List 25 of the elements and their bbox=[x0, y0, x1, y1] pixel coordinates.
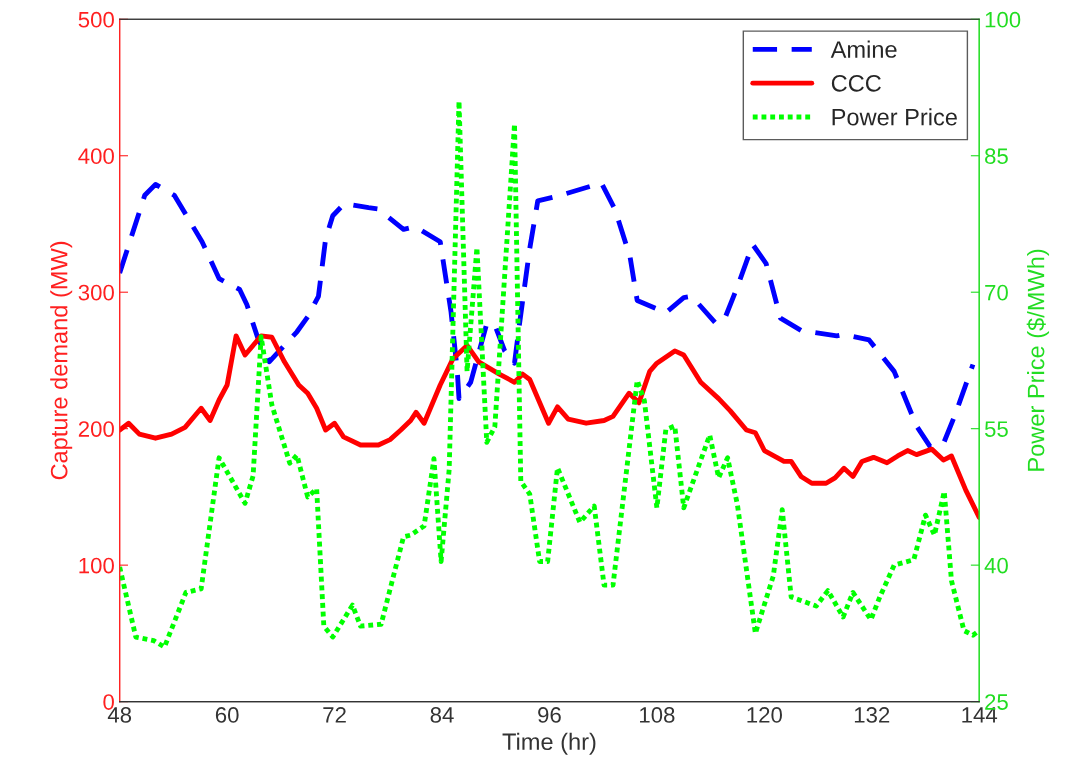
line-series bbox=[119, 180, 976, 449]
x-tick-label: 120 bbox=[747, 707, 782, 723]
y2-axis-title: Power Price ($/MWh) bbox=[1026, 249, 1050, 471]
x-tick-label: 60 bbox=[215, 707, 239, 723]
x-tick-label: 108 bbox=[640, 707, 675, 723]
x-axis-title: Time (hr) bbox=[502, 732, 596, 755]
y-tick-label: 300 bbox=[78, 284, 114, 301]
y-tick-label: 400 bbox=[78, 148, 114, 165]
y-axis-title: Capture demand (MW) bbox=[50, 241, 73, 480]
y-tick-label: 200 bbox=[78, 421, 114, 437]
y-tick-label: 500 bbox=[78, 11, 114, 28]
y-tick-label: 100 bbox=[79, 557, 114, 574]
y2-tick-label: 85 bbox=[985, 148, 1008, 165]
x-tick-label: 96 bbox=[538, 707, 561, 723]
y2-tick-label: 100 bbox=[985, 11, 1021, 28]
x-tick-label: 132 bbox=[854, 707, 890, 723]
legend-label: Amine bbox=[830, 40, 897, 58]
x-tick-label: 72 bbox=[323, 707, 346, 723]
legend-label: CCC bbox=[831, 74, 881, 92]
y2-tick-label: 70 bbox=[985, 284, 1008, 301]
y2-tick-label: 40 bbox=[984, 557, 1008, 574]
x-tick-label: 84 bbox=[430, 707, 454, 723]
line-series bbox=[119, 333, 980, 520]
y2-tick-label: 55 bbox=[984, 421, 1008, 437]
legend-label: Power Price bbox=[832, 108, 957, 126]
